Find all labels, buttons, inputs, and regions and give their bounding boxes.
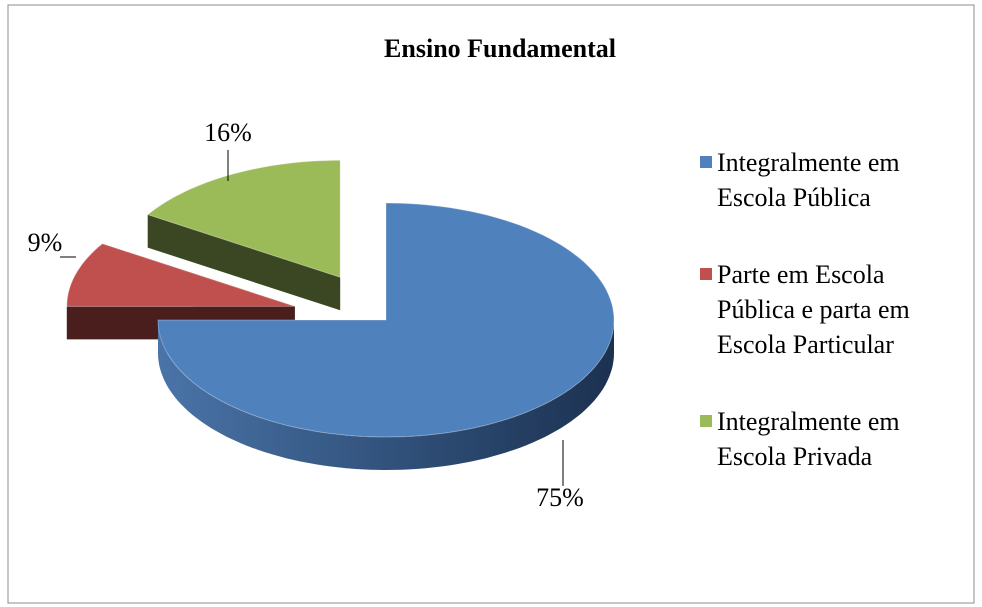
slice-top <box>157 202 615 438</box>
slice <box>146 159 341 311</box>
data-label: 16% <box>204 118 252 147</box>
legend-swatch <box>700 415 712 427</box>
legend-label: Integralmente em Escola Privada <box>717 407 900 471</box>
chart-title: Ensino Fundamental <box>384 34 616 63</box>
slice-wall <box>158 320 614 470</box>
chart-border <box>7 4 975 604</box>
slice <box>66 243 295 340</box>
slice-side <box>147 214 341 311</box>
legend: Integralmente em Escola Pública Parte em … <box>700 145 962 516</box>
slice-top <box>146 159 341 278</box>
legend-item: Integralmente em Escola Pública <box>700 145 962 215</box>
data-label: 75% <box>536 483 584 512</box>
legend-swatch <box>700 268 712 280</box>
data-label: 9% <box>28 228 63 257</box>
legend-label: Integralmente em Escola Pública <box>717 148 900 212</box>
legend-item: Parte em Escola Pública e parta em Escol… <box>700 257 962 362</box>
legend-swatch <box>700 156 712 168</box>
slice-top <box>66 243 295 307</box>
legend-item: Integralmente em Escola Privada <box>700 404 962 474</box>
slice <box>157 202 615 470</box>
legend-label: Parte em Escola Pública e parta em Escol… <box>717 260 910 359</box>
pie: 75% 9% 16% <box>28 118 615 512</box>
